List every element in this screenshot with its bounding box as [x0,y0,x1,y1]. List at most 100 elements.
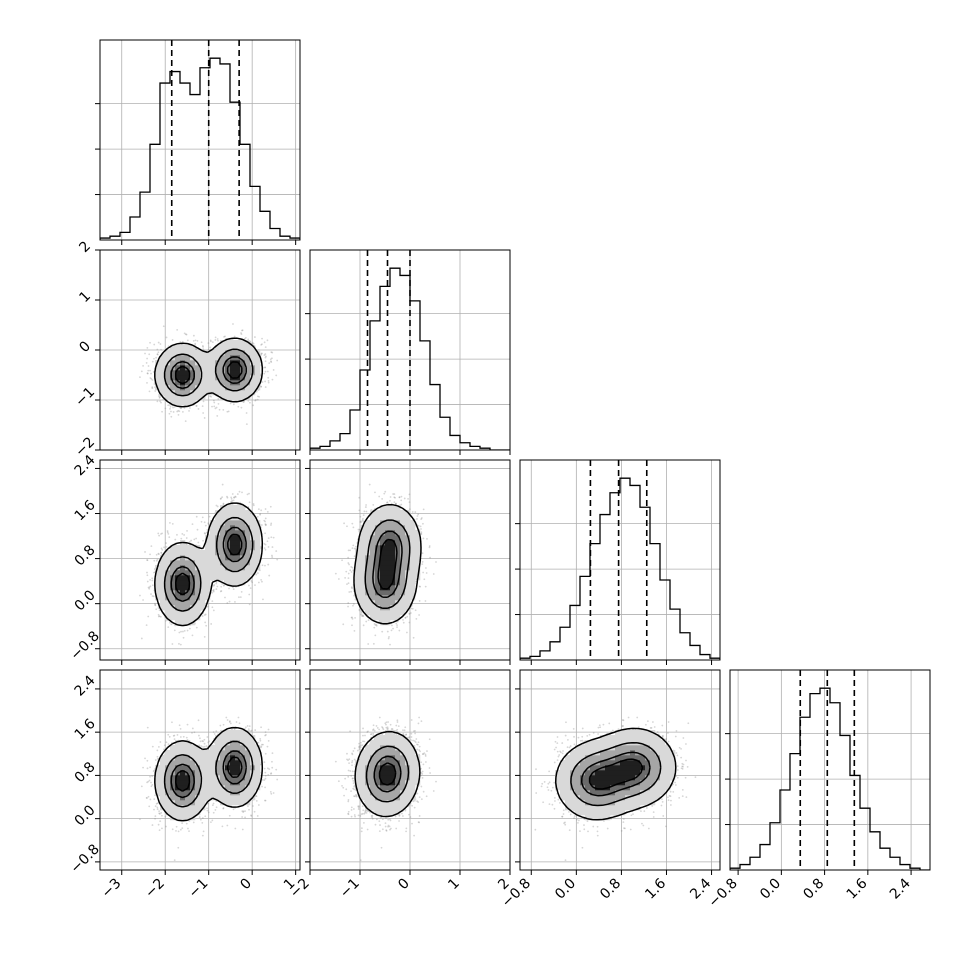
scatter-point [158,534,161,537]
density-cell [175,395,181,401]
scatter-point [195,626,198,629]
scatter-point [186,629,189,632]
scatter-point [270,360,272,363]
scatter-point [192,334,195,337]
scatter-point [185,537,188,539]
scatter-point [270,361,273,363]
density-cell [225,345,231,351]
scatter-point [202,345,204,348]
scatter-point [228,600,231,603]
scatter-point [263,372,266,375]
y-tick-label: 1 [76,288,94,306]
density-cell [245,385,251,391]
density-cell [220,380,226,386]
scatter-point [240,332,242,334]
density-cell [185,390,191,396]
scatter-point [205,531,208,534]
scatter-point [167,404,170,407]
density-cell [205,360,211,366]
density-cell [205,390,211,396]
scatter-point [258,395,260,398]
scatter-point [148,390,151,393]
density-cell [170,345,176,351]
scatter-point [271,378,274,381]
scatter-point [267,379,270,382]
density-cell [235,365,241,371]
scatter-point [222,408,225,411]
density-cell [225,340,231,346]
scatter-point [241,329,243,332]
density-cell [215,350,221,356]
scatter-point [252,404,255,407]
density-cell [165,390,171,396]
density-cell [230,365,236,371]
density-cell [195,395,201,401]
density-cell [170,385,176,391]
density-cell [230,340,236,346]
scatter-point [260,352,263,355]
density-cell [190,390,196,396]
density-cell [240,360,246,366]
density-cell [190,385,196,391]
density-cell [190,360,196,366]
scatter-point [264,353,267,355]
panel-content [139,483,279,646]
scatter-point [157,607,160,609]
scatter-point [265,355,267,358]
scatter-point [263,519,266,522]
scatter-point [151,584,154,587]
scatter-point [195,348,198,351]
density-cell [200,355,206,361]
density-cell [235,350,241,356]
density-cell [180,395,186,401]
scatter-point [240,333,243,335]
scatter-point [178,631,181,634]
density-cell [190,375,196,381]
scatter-point [228,587,230,590]
density-cell [215,380,221,386]
scatter-point [248,593,251,596]
density-cell [245,380,251,386]
scatter-point [229,501,232,504]
density-cell [160,380,166,386]
histogram-step-line [310,267,510,450]
scatter-point [166,531,169,534]
scatter-point [247,338,250,341]
scatter-point [276,359,279,362]
density-cell [175,390,181,396]
scatter-point [271,357,273,360]
scatter-point [193,538,196,541]
density-cell [180,355,186,361]
density-cell [175,350,181,356]
scatter-point [184,420,187,423]
scatter-point [156,400,159,403]
scatter-point [164,619,167,622]
scatter-point [231,493,234,495]
scatter-point [210,623,213,625]
density-cell [220,360,226,366]
density-cell [230,370,236,376]
scatter-point [171,339,174,341]
scatter-point [165,545,168,548]
density-cell [185,355,191,361]
scatter-point [261,343,263,346]
scatter-point [148,587,151,590]
density-cell [215,370,221,376]
scatter-point [264,508,267,510]
density-cell [250,380,256,386]
scatter-point [182,630,184,633]
density-cell [220,355,226,361]
density-cell [175,345,181,351]
density-cell [160,375,166,381]
density-cell [245,360,251,366]
scatter-point [204,621,207,624]
scatter-point [264,366,267,369]
density-cell [240,380,246,386]
scatter-point [194,342,197,345]
density-cell [165,355,171,361]
scatter-point [203,614,206,616]
density-cell [185,385,191,391]
scatter-point [232,323,234,325]
scatter-point [264,520,266,523]
scatter-point [150,372,152,375]
